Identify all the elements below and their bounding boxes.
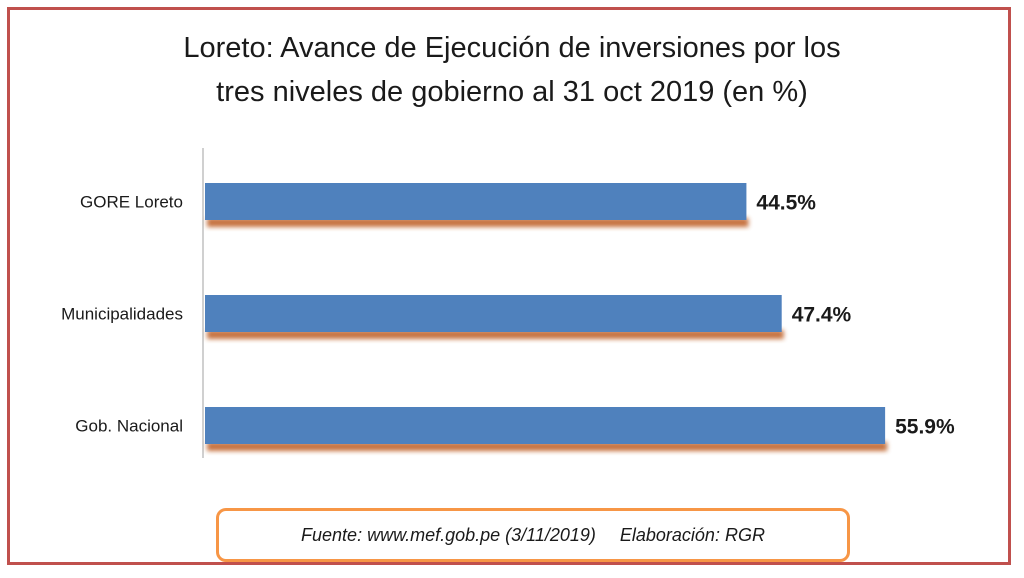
chart-title-line-1: Loreto: Avance de Ejecución de inversion…: [183, 32, 841, 64]
value-label: 55.9%: [895, 416, 955, 439]
source-box: Fuente: www.mef.gob.pe (3/11/2019) Elabo…: [216, 508, 850, 562]
category-label: GORE Loreto: [80, 193, 183, 212]
chart-title-line-2: tres niveles de gobierno al 31 oct 2019 …: [216, 76, 808, 108]
value-label: 47.4%: [792, 304, 852, 327]
bar: [205, 295, 782, 332]
bar-shadow: [207, 218, 749, 227]
bar: [205, 183, 747, 220]
value-label: 44.5%: [756, 192, 816, 215]
bar-shadow: [207, 442, 888, 451]
credit-text: Elaboración: RGR: [619, 524, 765, 545]
source-text: Fuente: www.mef.gob.pe (3/11/2019): [301, 524, 596, 545]
bar: [205, 407, 886, 444]
category-label: Municipalidades: [61, 305, 183, 324]
bar-shadow: [207, 330, 784, 339]
category-label: Gob. Nacional: [75, 417, 183, 436]
chart-frame: [7, 7, 1011, 565]
chart-title: Loreto: Avance de Ejecución de inversion…: [0, 26, 1024, 114]
